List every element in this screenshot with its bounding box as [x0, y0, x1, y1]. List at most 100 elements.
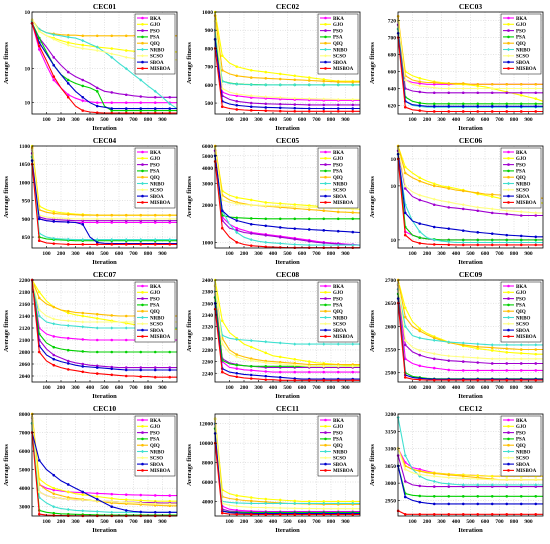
- x-tick-label: 900: [524, 385, 533, 391]
- legend-label: QIQ: [516, 42, 526, 47]
- data-point: [168, 219, 172, 222]
- data-point: [139, 109, 143, 112]
- data-point: [66, 336, 70, 340]
- x-tick-label: 600: [481, 385, 490, 391]
- series-line-pso: [31, 279, 177, 369]
- data-point: [403, 165, 407, 169]
- data-point: [418, 80, 422, 83]
- legend-marker: [506, 322, 511, 326]
- data-point: [66, 70, 70, 74]
- data-point: [476, 345, 480, 349]
- data-point: [447, 105, 451, 108]
- x-tick-label: 400: [452, 519, 461, 525]
- x-tick-label: 100: [225, 251, 234, 257]
- data-point: [153, 510, 157, 514]
- y-tick-label: 3000: [385, 481, 396, 487]
- data-point: [66, 496, 70, 499]
- y-axis-label: Average fitness: [186, 42, 193, 84]
- data-point: [447, 482, 451, 486]
- data-point: [519, 357, 523, 361]
- y-tick-label: 1000: [202, 10, 213, 16]
- series-line-qiq: [214, 145, 361, 214]
- chart-title: CEC04: [93, 136, 117, 145]
- x-tick-label: 200: [57, 385, 66, 391]
- data-point: [278, 360, 282, 364]
- x-tick-label: 400: [86, 385, 95, 391]
- data-point: [220, 214, 224, 217]
- legend-label: PSO: [516, 163, 526, 168]
- data-point: [418, 241, 422, 245]
- data-point: [110, 109, 114, 112]
- data-point: [139, 238, 143, 242]
- data-point: [124, 34, 128, 38]
- legend-marker: [141, 335, 144, 338]
- data-point: [461, 378, 465, 382]
- series-line-gjo: [397, 279, 543, 355]
- legend-label: PSA: [150, 36, 160, 41]
- legend-label: PSA: [333, 36, 343, 41]
- data-point: [139, 219, 143, 222]
- data-point: [307, 79, 311, 82]
- legend-label: NRBO: [516, 182, 531, 187]
- legend-marker: [324, 194, 327, 198]
- legend-marker: [507, 437, 510, 441]
- data-point: [81, 223, 85, 226]
- legend-marker: [141, 175, 144, 179]
- x-tick-label: 800: [144, 117, 153, 123]
- x-tick-label: 700: [312, 519, 321, 525]
- data-point: [110, 492, 114, 496]
- data-point: [52, 505, 56, 509]
- series-line-nrbo: [214, 423, 360, 504]
- data-point: [278, 501, 282, 505]
- data-point: [534, 102, 538, 106]
- data-point: [307, 370, 311, 374]
- legend-label: BKA: [150, 285, 161, 290]
- data-point: [52, 335, 56, 338]
- data-point: [37, 36, 41, 40]
- series-line-scso: [397, 448, 543, 481]
- legend-marker: [140, 47, 145, 52]
- data-point: [403, 171, 407, 175]
- data-point: [81, 498, 85, 502]
- data-point: [153, 219, 157, 222]
- data-point: [81, 365, 85, 368]
- legend-label: QIQ: [150, 176, 160, 181]
- data-point: [278, 513, 282, 516]
- data-point: [403, 184, 407, 188]
- series-line-pso: [214, 30, 360, 106]
- data-point: [52, 236, 56, 241]
- data-point: [95, 238, 99, 242]
- legend-marker: [507, 431, 510, 434]
- data-point: [447, 359, 451, 362]
- chart-panel-cec06: 100 200 300 400 500 600 700 800 900 10 10 10 CEC06 It…: [369, 136, 544, 266]
- legend-marker: [323, 456, 328, 460]
- y-tick-label: 640: [388, 87, 397, 93]
- data-point: [336, 97, 340, 102]
- y-tick-label: 3000: [19, 505, 30, 511]
- data-point: [336, 229, 340, 233]
- legend-marker: [141, 194, 144, 198]
- data-point: [519, 502, 523, 506]
- data-point: [278, 378, 282, 382]
- legend-marker: [141, 150, 144, 154]
- x-tick-label: 900: [158, 251, 167, 257]
- data-point: [153, 95, 157, 99]
- data-point: [505, 378, 509, 382]
- data-point: [66, 237, 70, 241]
- data-point: [37, 290, 41, 294]
- series-line-misboa: [397, 158, 543, 246]
- data-point: [37, 512, 41, 516]
- data-point: [235, 82, 239, 86]
- data-point: [249, 203, 253, 207]
- y-tick-label: 3000: [202, 181, 213, 187]
- chart-panel-cec02: 100 200 300 400 500 600 700 800 900 500 600 700 800 9…: [186, 2, 361, 132]
- data-point: [52, 218, 56, 221]
- x-tick-label: 400: [86, 519, 95, 525]
- legend-marker: [324, 418, 327, 422]
- data-point: [519, 105, 523, 108]
- data-point: [66, 309, 70, 313]
- data-point: [95, 34, 99, 38]
- y-axis-label: Average fitness: [186, 176, 193, 218]
- y-tick-label: 2040: [19, 374, 30, 380]
- data-point: [249, 96, 253, 99]
